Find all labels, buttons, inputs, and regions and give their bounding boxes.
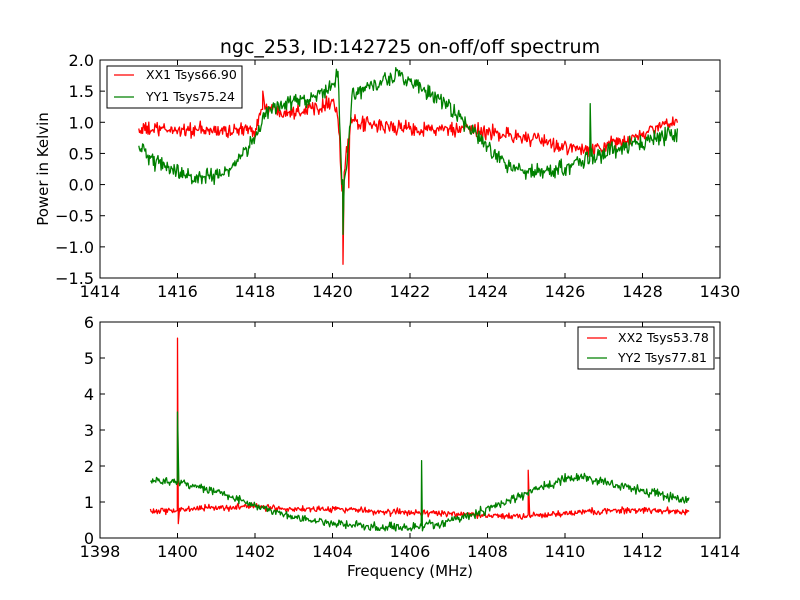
bottom-x-tick-label: 1412 (622, 542, 663, 561)
legend-label-xx1: XX1 Tsys66.90 (146, 67, 237, 82)
bottom-panel: 1398 1400 1402 1404 1406 1408 1410 1412 1414 6 5 4 3… (80, 313, 741, 580)
top-x-tick-label: 1414 (80, 282, 121, 301)
top-legend-box (106, 65, 243, 109)
bottom-y-tick-label: 4 (84, 385, 94, 404)
legend-label-yy2: YY2 Tsys77.81 (617, 350, 707, 365)
top-x-tick-label: 1424 (467, 282, 508, 301)
top-y-tick-label: 0.5 (69, 144, 94, 163)
bottom-x-tick-label: 1402 (235, 542, 276, 561)
bottom-y-tick-label: 0 (84, 529, 94, 548)
top-x-tick-label: 1420 (312, 282, 353, 301)
top-y-tick-label: −1.5 (55, 269, 94, 288)
bottom-x-tick-label: 1398 (80, 542, 121, 561)
chart-title: ngc_253, ID:142725 on-off/off spectrum (220, 36, 600, 58)
top-x-tick-label: 1418 (235, 282, 276, 301)
bottom-legend: XX2 Tsys53.78 YY2 Tsys77.81 (577, 326, 715, 370)
top-y-tick-label: −0.5 (55, 207, 94, 226)
top-y-tick-label: 1.0 (69, 113, 94, 132)
top-ticks: 1414 1416 1418 1420 1422 1424 1426 1428 1430 2.0 1… (55, 51, 740, 301)
bottom-x-tick-label: 1414 (700, 542, 741, 561)
top-x-tick-label: 1416 (157, 282, 198, 301)
bottom-x-tick-label: 1408 (467, 542, 508, 561)
top-y-tick-label: 1.5 (69, 82, 94, 101)
bottom-y-tick-label: 6 (84, 313, 94, 332)
series-line-yy2 (149, 411, 690, 532)
bottom-y-tick-label: 2 (84, 457, 94, 476)
series-line-xx1 (138, 90, 679, 265)
top-y-tick-label: −1.0 (55, 238, 94, 257)
bottom-y-tick-label: 3 (84, 421, 94, 440)
bottom-y-tick-label: 1 (84, 493, 94, 512)
bottom-x-tick-label: 1410 (545, 542, 586, 561)
series-line-yy1 (138, 67, 679, 236)
top-panel: ngc_253, ID:142725 on-off/off spectrum 1… (34, 36, 740, 301)
legend-label-yy1: YY1 Tsys75.24 (145, 89, 235, 104)
top-x-tick-label: 1426 (545, 282, 586, 301)
bottom-y-tick-label: 5 (84, 349, 94, 368)
top-series-lines (138, 67, 679, 265)
series-line-xx2 (149, 337, 690, 525)
bottom-legend-box (577, 326, 715, 370)
bottom-series-lines (149, 337, 690, 532)
bottom-x-tick-label: 1406 (390, 542, 431, 561)
top-legend: XX1 Tsys66.90 YY1 Tsys75.24 (106, 65, 243, 109)
top-x-tick-label: 1422 (390, 282, 431, 301)
top-y-tick-label: 2.0 (69, 51, 94, 70)
top-y-tick-label: 0.0 (69, 176, 94, 195)
bottom-x-tick-label: 1400 (157, 542, 198, 561)
bottom-ticks: 1398 1400 1402 1404 1406 1408 1410 1412 1414 6 5 4 3… (80, 313, 741, 561)
top-x-tick-label: 1428 (622, 282, 663, 301)
legend-label-xx2: XX2 Tsys53.78 (618, 330, 709, 345)
top-y-axis-label: Power in Kelvin (34, 112, 52, 226)
top-x-tick-label: 1430 (700, 282, 741, 301)
x-axis-label: Frequency (MHz) (347, 562, 473, 580)
bottom-x-tick-label: 1404 (312, 542, 353, 561)
